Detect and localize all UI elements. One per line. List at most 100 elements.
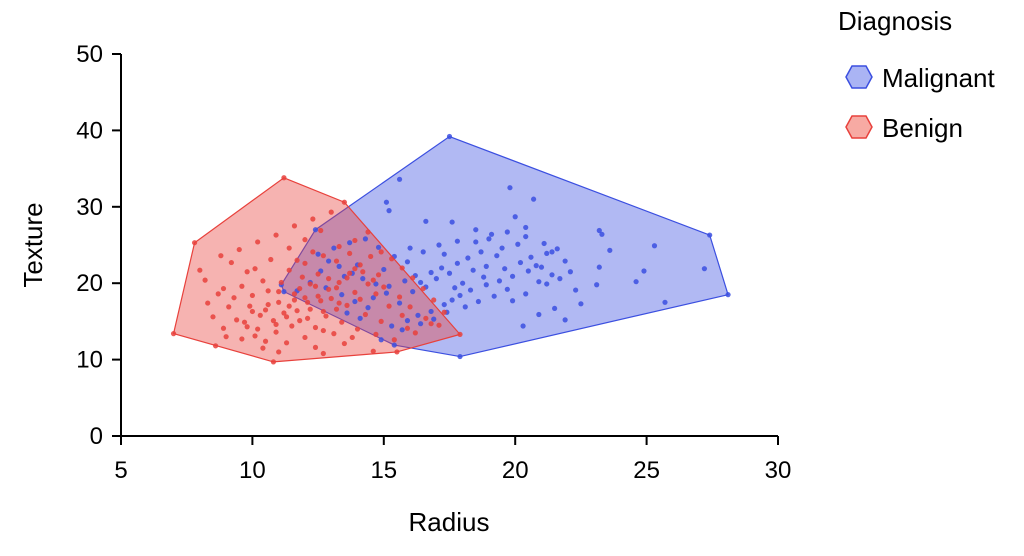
- y-axis-title: Texture: [18, 202, 48, 287]
- legend-item-benign[interactable]: Benign: [845, 113, 963, 143]
- point-benign: [276, 299, 282, 305]
- point-benign: [297, 285, 303, 292]
- point-malignant: [549, 249, 555, 255]
- point-malignant: [431, 316, 437, 322]
- point-malignant: [536, 279, 542, 285]
- point-malignant: [562, 258, 568, 264]
- point-malignant: [339, 292, 345, 298]
- point-malignant: [389, 323, 395, 329]
- point-benign: [197, 267, 203, 273]
- point-benign: [312, 344, 319, 350]
- point-malignant: [454, 238, 460, 244]
- point-malignant: [373, 281, 379, 287]
- point-benign: [399, 265, 405, 271]
- point-malignant: [491, 293, 497, 299]
- point-benign: [302, 260, 308, 266]
- point-benign: [244, 324, 250, 330]
- point-malignant: [375, 244, 382, 250]
- point-benign: [352, 289, 358, 295]
- point-benign: [315, 271, 321, 277]
- point-malignant: [651, 243, 658, 249]
- point-benign: [223, 334, 229, 340]
- point-benign: [328, 295, 334, 302]
- point-malignant: [417, 321, 424, 327]
- point-malignant: [410, 289, 416, 295]
- point-benign: [389, 256, 395, 262]
- point-benign: [291, 297, 298, 303]
- point-benign: [304, 315, 311, 321]
- point-malignant: [473, 227, 479, 233]
- x-tick-label: 15: [370, 457, 397, 484]
- point-malignant: [538, 264, 545, 270]
- point-malignant: [404, 318, 411, 324]
- y-ticks: 0 10 20 30 40 50: [76, 41, 121, 450]
- point-malignant: [599, 231, 605, 237]
- point-benign: [370, 277, 376, 283]
- point-benign: [436, 322, 442, 328]
- point-malignant: [509, 273, 516, 279]
- point-benign: [391, 337, 397, 343]
- point-benign: [404, 325, 411, 331]
- x-tick-label: 30: [765, 457, 792, 484]
- point-benign: [333, 306, 340, 312]
- point-malignant: [415, 312, 421, 318]
- point-malignant: [399, 327, 405, 333]
- point-malignant: [567, 269, 573, 275]
- point-benign: [320, 308, 326, 315]
- point-benign: [302, 295, 308, 301]
- point-benign: [381, 284, 387, 290]
- point-benign: [339, 319, 345, 325]
- point-benign: [236, 246, 242, 253]
- point-benign: [357, 262, 363, 268]
- point-malignant: [512, 214, 518, 220]
- y-tick-label: 50: [76, 41, 103, 68]
- point-benign: [428, 321, 434, 327]
- point-malignant: [496, 278, 503, 284]
- x-ticks: 5 10 15 20 25 30: [114, 436, 791, 484]
- point-malignant: [544, 281, 550, 287]
- point-benign: [378, 249, 384, 255]
- point-malignant: [486, 236, 492, 242]
- point-malignant: [520, 323, 526, 329]
- point-malignant: [725, 292, 731, 298]
- point-malignant: [475, 298, 482, 305]
- point-malignant: [504, 286, 510, 292]
- point-benign: [318, 298, 324, 304]
- point-benign: [386, 303, 392, 309]
- point-benign: [312, 283, 319, 289]
- point-malignant: [436, 242, 442, 248]
- point-malignant: [315, 251, 321, 257]
- point-malignant: [507, 185, 513, 191]
- point-malignant: [370, 295, 376, 301]
- point-benign: [307, 281, 313, 287]
- point-benign: [255, 239, 261, 245]
- point-benign: [247, 303, 253, 309]
- point-benign: [220, 325, 227, 331]
- point-malignant: [662, 299, 668, 305]
- point-benign: [349, 334, 355, 341]
- point-malignant: [386, 283, 392, 289]
- point-benign: [226, 304, 232, 310]
- point-benign: [375, 272, 382, 278]
- point-benign: [215, 291, 221, 297]
- point-benign: [347, 250, 353, 257]
- point-malignant: [523, 224, 529, 231]
- point-benign: [326, 286, 332, 292]
- point-benign: [302, 334, 308, 341]
- point-malignant: [423, 218, 429, 224]
- point-benign: [431, 297, 437, 303]
- point-benign: [323, 313, 329, 319]
- point-malignant: [462, 304, 468, 310]
- point-malignant: [441, 301, 447, 308]
- point-malignant: [433, 276, 439, 282]
- legend-label-benign: Benign: [882, 113, 963, 143]
- point-malignant: [457, 353, 463, 360]
- point-benign: [299, 274, 305, 280]
- point-malignant: [473, 239, 479, 245]
- point-malignant: [488, 231, 495, 237]
- point-benign: [318, 227, 324, 234]
- legend-item-malignant[interactable]: Malignant: [845, 63, 996, 93]
- point-benign: [407, 304, 413, 310]
- point-benign: [265, 288, 271, 294]
- y-tick-label: 10: [76, 347, 103, 374]
